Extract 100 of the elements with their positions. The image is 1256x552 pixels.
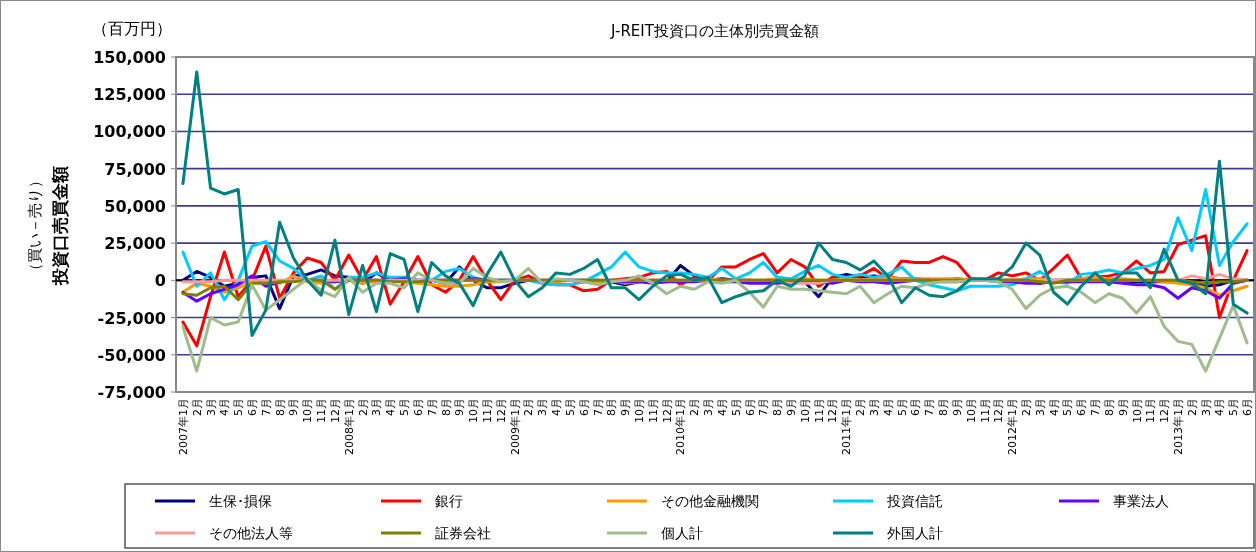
x-tick-label: 8月	[771, 398, 785, 416]
line-series	[181, 70, 1249, 337]
x-tick-label: 2月	[688, 398, 702, 416]
x-tick-label: 9月	[287, 398, 301, 416]
x-tick-label: 3月	[1033, 398, 1047, 416]
legend-label: その他法人等	[209, 525, 293, 541]
x-tick-label: 11月	[646, 398, 660, 423]
x-tick-label: 11月	[978, 398, 992, 423]
x-tick-label: 12月	[494, 398, 508, 423]
x-tick-label: 7月	[757, 398, 771, 416]
x-tick-label: 5月	[895, 398, 909, 416]
x-tick-label: 10月	[301, 398, 315, 423]
x-tick-label: 3月	[536, 398, 550, 416]
x-tick-label: 6月	[411, 398, 425, 416]
legend-label: 銀行	[435, 493, 463, 509]
x-tick-label: 11月	[1144, 398, 1158, 423]
line-series	[181, 266, 1249, 373]
x-tick-label: 2009年1月	[508, 398, 522, 455]
x-tick-label: 6月	[743, 398, 757, 416]
x-tick-label: 5月	[398, 398, 412, 416]
x-tick-label: 5月	[563, 398, 577, 416]
x-tick-label: 2012年1月	[1006, 398, 1020, 455]
x-tick-label: 10月	[1130, 398, 1144, 423]
x-tick-label: 2007年1月	[176, 398, 190, 455]
x-tick-label: 9月	[1116, 398, 1130, 416]
x-tick-label: 7月	[923, 398, 937, 416]
y-tick-label: 25,000	[104, 234, 166, 254]
x-tick-label: 6月	[246, 398, 260, 416]
text: （百万円）	[92, 19, 172, 38]
y-tick-label: -25,000	[97, 308, 166, 328]
legend-label: 事業法人	[1113, 493, 1169, 509]
x-tick-label: 2010年1月	[674, 398, 688, 455]
x-tick-label: 2013年1月	[1171, 398, 1185, 455]
x-tick-label: 4月	[1213, 398, 1227, 416]
y-tick-label: 50,000	[104, 196, 166, 216]
x-tick-label: 3月	[204, 398, 218, 416]
x-tick-label: 2011年1月	[840, 398, 854, 455]
x-tick-label: 2月	[1019, 398, 1033, 416]
x-tick-label: 3月	[867, 398, 881, 416]
chart-title: J-REIT投資口の主体別売買金額	[610, 22, 819, 40]
x-tick-label: 12月	[328, 398, 342, 423]
y-tick-label: -75,000	[97, 383, 166, 402]
x-tick-label: 4月	[715, 398, 729, 416]
x-tick-label: 12月	[1158, 398, 1172, 423]
x-tick-label: 7月	[425, 398, 439, 416]
x-tick-label: 4月	[218, 398, 232, 416]
x-tick-label: 5月	[232, 398, 246, 416]
x-tick-label: 7月	[1089, 398, 1103, 416]
y-tick-label: 125,000	[93, 85, 166, 105]
x-tick-label: 11月	[480, 398, 494, 423]
x-tick-label: 4月	[384, 398, 398, 416]
x-tick-label: 3月	[1199, 398, 1213, 416]
x-tick-label: 11月	[812, 398, 826, 423]
x-tick-label: 12月	[826, 398, 840, 423]
x-tick-label: 4月	[550, 398, 564, 416]
legend-label: その他金融機関	[661, 493, 759, 509]
x-tick-label: 6月	[577, 398, 591, 416]
x-tick-label: 8月	[273, 398, 287, 416]
legend-label: 証券会社	[435, 525, 491, 541]
x-tick-label: 2008年1月	[342, 398, 356, 455]
x-tick-label: 4月	[1047, 398, 1061, 416]
x-tick-label: 9月	[619, 398, 633, 416]
x-tick-label: 6月	[1075, 398, 1089, 416]
x-tick-label: 3月	[702, 398, 716, 416]
x-tick-label: 5月	[1227, 398, 1241, 416]
legend-label: 投資信託	[886, 493, 943, 509]
x-tick-label: 11月	[315, 398, 329, 423]
y-tick-label: 0	[154, 271, 166, 291]
x-tick-label: 7月	[259, 398, 273, 416]
x-tick-label: 8月	[605, 398, 619, 416]
x-tick-label: 2月	[190, 398, 204, 416]
x-tick-label: 7月	[591, 398, 605, 416]
text: （買い－売り）	[26, 172, 44, 278]
x-tick-label: 2月	[356, 398, 370, 416]
x-tick-label: 8月	[937, 398, 951, 416]
x-tick-label: 6月	[1241, 398, 1255, 416]
x-tick-label: 6月	[909, 398, 923, 416]
x-tick-label: 10月	[964, 398, 978, 423]
x-tick-label: 2月	[1185, 398, 1199, 416]
x-tick-label: 10月	[467, 398, 481, 423]
x-tick-label: 10月	[632, 398, 646, 423]
legend-label: 個人計	[661, 525, 703, 541]
legend-label: 外国人計	[887, 525, 943, 541]
x-tick-label: 5月	[729, 398, 743, 416]
x-tick-label: 5月	[1061, 398, 1075, 416]
x-tick-label: 9月	[950, 398, 964, 416]
y-tick-label: 100,000	[93, 122, 166, 142]
x-tick-label: 9月	[453, 398, 467, 416]
x-tick-label: 4月	[881, 398, 895, 416]
y-tick-label: 75,000	[104, 159, 166, 179]
x-tick-label: 2月	[522, 398, 536, 416]
x-tick-label: 12月	[660, 398, 674, 423]
y-tick-label: -50,000	[97, 345, 166, 365]
x-tick-label: 8月	[439, 398, 453, 416]
x-tick-label: 8月	[1102, 398, 1116, 416]
legend-label: 生保･損保	[209, 493, 272, 509]
y-tick-label: 150,000	[93, 48, 166, 67]
x-tick-label: 12月	[992, 398, 1006, 423]
x-tick-label: 3月	[370, 398, 384, 416]
x-tick-label: 2月	[854, 398, 868, 416]
